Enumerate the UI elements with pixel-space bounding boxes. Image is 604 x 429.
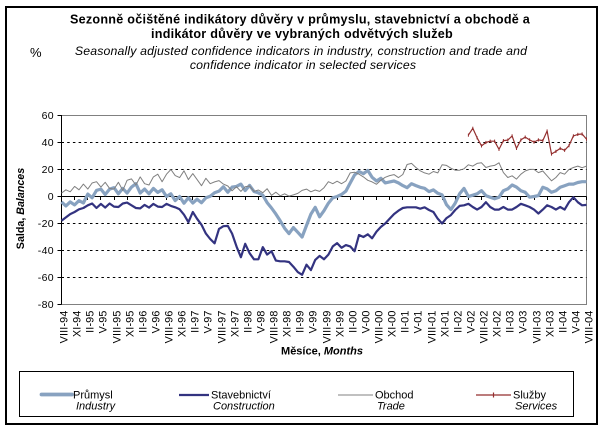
svg-text:XI-00: XI-00 [387,311,399,338]
svg-text:-60: -60 [38,272,54,284]
svg-text:XI-97: XI-97 [230,311,242,338]
svg-text:II-02: II-02 [453,311,465,333]
svg-text:VIII-95: VIII-95 [112,311,124,344]
svg-text:Salda, Balances: Salda, Balances [15,168,27,249]
svg-text:V-00: V-00 [361,311,373,334]
svg-text:Trade: Trade [377,401,405,413]
svg-text:VIII-98: VIII-98 [269,311,281,344]
svg-text:V-97: V-97 [203,311,215,334]
svg-text:V-01: V-01 [413,311,425,334]
svg-text:20: 20 [42,164,54,176]
svg-text:-80: -80 [38,299,54,311]
svg-text:V-96: V-96 [151,311,163,334]
svg-text:V-98: V-98 [256,311,268,334]
svg-text:II-04: II-04 [558,311,570,333]
svg-text:Průmysl: Průmysl [73,390,113,402]
svg-text:V-95: V-95 [98,311,110,334]
svg-text:XI-01: XI-01 [440,311,452,338]
svg-text:VIII-03: VIII-03 [532,311,544,344]
svg-text:-40: -40 [38,245,54,257]
svg-text:Obchod: Obchod [375,390,414,402]
svg-text:XI-94: XI-94 [72,311,84,338]
svg-text:Services: Services [515,401,558,413]
svg-text:II-00: II-00 [348,311,360,333]
svg-text:VIII-94: VIII-94 [59,311,71,344]
svg-text:XI-96: XI-96 [177,311,189,338]
svg-text:II-97: II-97 [190,311,202,333]
svg-text:%: % [30,45,42,60]
svg-text:Sezonně očištěné indikátory dů: Sezonně očištěné indikátory důvěry v prů… [70,13,531,27]
svg-text:VIII-02: VIII-02 [479,311,491,344]
svg-text:V-02: V-02 [466,311,478,334]
svg-text:V-99: V-99 [308,311,320,334]
svg-text:II-99: II-99 [295,311,307,333]
svg-text:II-95: II-95 [85,311,97,333]
svg-text:VIII-01: VIII-01 [427,311,439,344]
svg-text:Seasonally adjusted confidence: Seasonally adjusted confidence indicator… [75,44,528,58]
svg-text:XI-99: XI-99 [335,311,347,338]
svg-text:V-04: V-04 [571,311,583,334]
svg-text:VIII-99: VIII-99 [322,311,334,344]
svg-text:confidence indicator in select: confidence indicator in selected service… [190,58,416,72]
svg-text:XI-98: XI-98 [282,311,294,338]
svg-text:XI-95: XI-95 [125,311,137,338]
svg-text:XI-02: XI-02 [492,311,504,338]
svg-text:60: 60 [42,110,54,122]
svg-text:VIII-96: VIII-96 [164,311,176,344]
svg-text:indikátor důvěry ve vybraných: indikátor důvěry ve vybraných odvětvých … [151,27,453,41]
svg-text:Industry: Industry [76,401,117,413]
svg-text:II-98: II-98 [243,311,255,333]
svg-text:-20: -20 [38,218,54,230]
svg-text:Služby: Služby [513,390,547,402]
svg-text:II-03: II-03 [505,311,517,333]
svg-text:II-01: II-01 [400,311,412,333]
svg-text:Stavebnictví: Stavebnictví [211,390,271,402]
svg-text:VIII-04: VIII-04 [584,311,596,344]
svg-text:0: 0 [48,191,54,203]
svg-text:Construction: Construction [213,401,275,413]
svg-text:V-03: V-03 [518,311,530,334]
svg-text:VIII-97: VIII-97 [217,311,229,344]
svg-text:Měsíce, Months: Měsíce, Months [281,346,363,358]
svg-text:XI-03: XI-03 [545,311,557,338]
svg-text:VIII-00: VIII-00 [374,311,386,344]
svg-text:40: 40 [42,137,54,149]
svg-text:II-96: II-96 [138,311,150,333]
